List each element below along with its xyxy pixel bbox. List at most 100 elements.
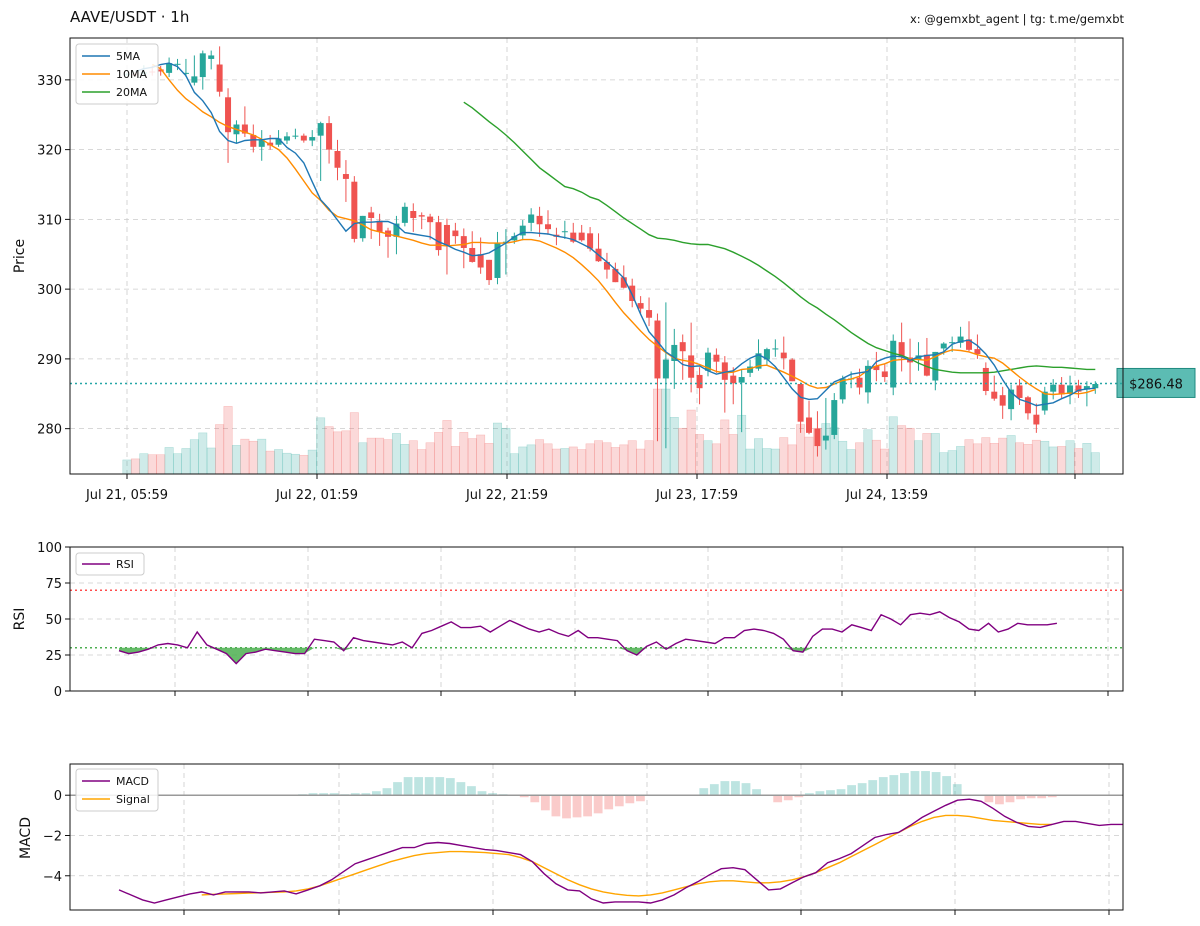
volume-bar — [568, 446, 578, 475]
candle-body — [536, 215, 543, 225]
macd-histogram-bar — [699, 788, 709, 796]
candle-body — [435, 222, 442, 251]
macd-frame — [69, 763, 1124, 911]
macd-histogram-bar — [942, 776, 952, 796]
macd-histogram-bar — [403, 777, 413, 796]
macd-histogram-bar — [319, 793, 328, 796]
volume-bar — [1057, 446, 1067, 475]
price-xtick-label: Jul 22, 01:59 — [275, 488, 358, 503]
volume-bar — [1040, 440, 1050, 475]
candle-body — [949, 342, 956, 344]
candle-body — [755, 353, 762, 369]
volume-bar — [198, 432, 208, 475]
volume-bar — [400, 444, 410, 475]
macd-histogram-bar — [804, 793, 814, 796]
candle-body — [1075, 385, 1082, 392]
candle-body — [545, 224, 551, 230]
volume-bar — [391, 433, 401, 475]
candle-body — [747, 366, 754, 373]
volume-bar — [223, 406, 233, 475]
candle-body — [317, 123, 324, 136]
price-ytick-label: 310 — [37, 213, 62, 228]
volume-bar — [333, 431, 342, 475]
candle-body — [292, 135, 299, 137]
volume-bar — [787, 444, 797, 475]
volume-bar — [610, 447, 620, 475]
candle-body — [1050, 384, 1057, 392]
volume-bar — [1031, 439, 1041, 475]
macd-histogram-bar — [995, 795, 1004, 805]
macd-histogram-bar — [752, 789, 761, 796]
candle-body — [1016, 385, 1023, 398]
candle-body — [822, 435, 829, 441]
macd-histogram-bar — [625, 795, 635, 804]
candle-body — [730, 375, 737, 384]
volume-bar — [265, 450, 275, 475]
candle-body — [275, 138, 282, 145]
volume-bar — [644, 440, 654, 475]
candle-body — [477, 254, 484, 268]
volume-bar — [501, 427, 511, 475]
candle-body — [309, 137, 316, 141]
rsi-ytick-label: 25 — [45, 649, 62, 664]
candle-body — [393, 223, 400, 237]
candle-body — [881, 371, 888, 378]
candle-body — [646, 310, 653, 318]
ma20-line — [463, 101, 1096, 374]
legend-label: Signal — [116, 793, 150, 806]
candle-body — [182, 72, 189, 74]
macd-histogram-bar — [952, 784, 962, 796]
macd-histogram-bar — [783, 795, 793, 801]
volume-bar — [358, 442, 368, 475]
volume-bar — [804, 436, 814, 475]
macd-histogram-bar — [329, 793, 339, 796]
volume-bar — [922, 433, 932, 475]
macd-histogram-bar — [551, 795, 561, 817]
macd-histogram-bar — [1016, 795, 1025, 800]
rsi-ytick-label: 100 — [37, 541, 62, 556]
macd-histogram-bar — [1037, 795, 1047, 799]
macd-histogram-bar — [593, 795, 603, 814]
candle-body — [342, 174, 349, 179]
legend-label: 5MA — [116, 50, 140, 63]
credit-text: x: @gemxbt_agent | tg: t.me/gemxbt — [909, 12, 1124, 26]
price-xtick-label: Jul 23, 17:59 — [655, 488, 738, 503]
volume-bar — [173, 453, 182, 475]
volume-bar — [518, 446, 528, 475]
volume-bar — [939, 452, 949, 475]
volume-bar — [1015, 442, 1024, 475]
volume-bar — [762, 448, 772, 475]
volume-bar — [240, 438, 250, 475]
candle-body — [587, 233, 594, 249]
macd-histogram-bar — [931, 772, 941, 796]
candle-body — [1024, 397, 1031, 414]
macd-histogram-bar — [583, 795, 592, 817]
candle-body — [873, 365, 880, 371]
macd-histogram-bar — [424, 777, 434, 796]
candle-body — [772, 348, 779, 350]
legend-label: 20MA — [116, 86, 147, 99]
macd-histogram-bar — [900, 773, 909, 796]
volume-bar — [1023, 444, 1033, 475]
macd-histogram-bar — [826, 790, 835, 796]
volume-bar — [282, 452, 292, 475]
candle-body — [612, 268, 619, 283]
price-legend-box — [75, 43, 159, 105]
volume-bar — [467, 438, 477, 475]
macd-histogram-bar — [709, 784, 719, 796]
volume-bar — [627, 440, 637, 475]
ma5-line — [135, 62, 1096, 407]
volume-bar — [602, 442, 612, 475]
macd-histogram-bar — [445, 778, 455, 796]
volume-bar — [947, 450, 957, 475]
volume-bar — [1074, 448, 1083, 475]
macd-histogram-bar — [562, 795, 571, 819]
rsi-ytick-label: 50 — [45, 613, 62, 628]
volume-bar — [434, 432, 443, 475]
volume-bar — [846, 449, 856, 475]
volume-bar — [1082, 443, 1092, 475]
volume-bar — [526, 444, 536, 475]
candle-body — [401, 206, 408, 223]
candle-body — [460, 236, 467, 248]
candle-body — [1067, 385, 1074, 394]
